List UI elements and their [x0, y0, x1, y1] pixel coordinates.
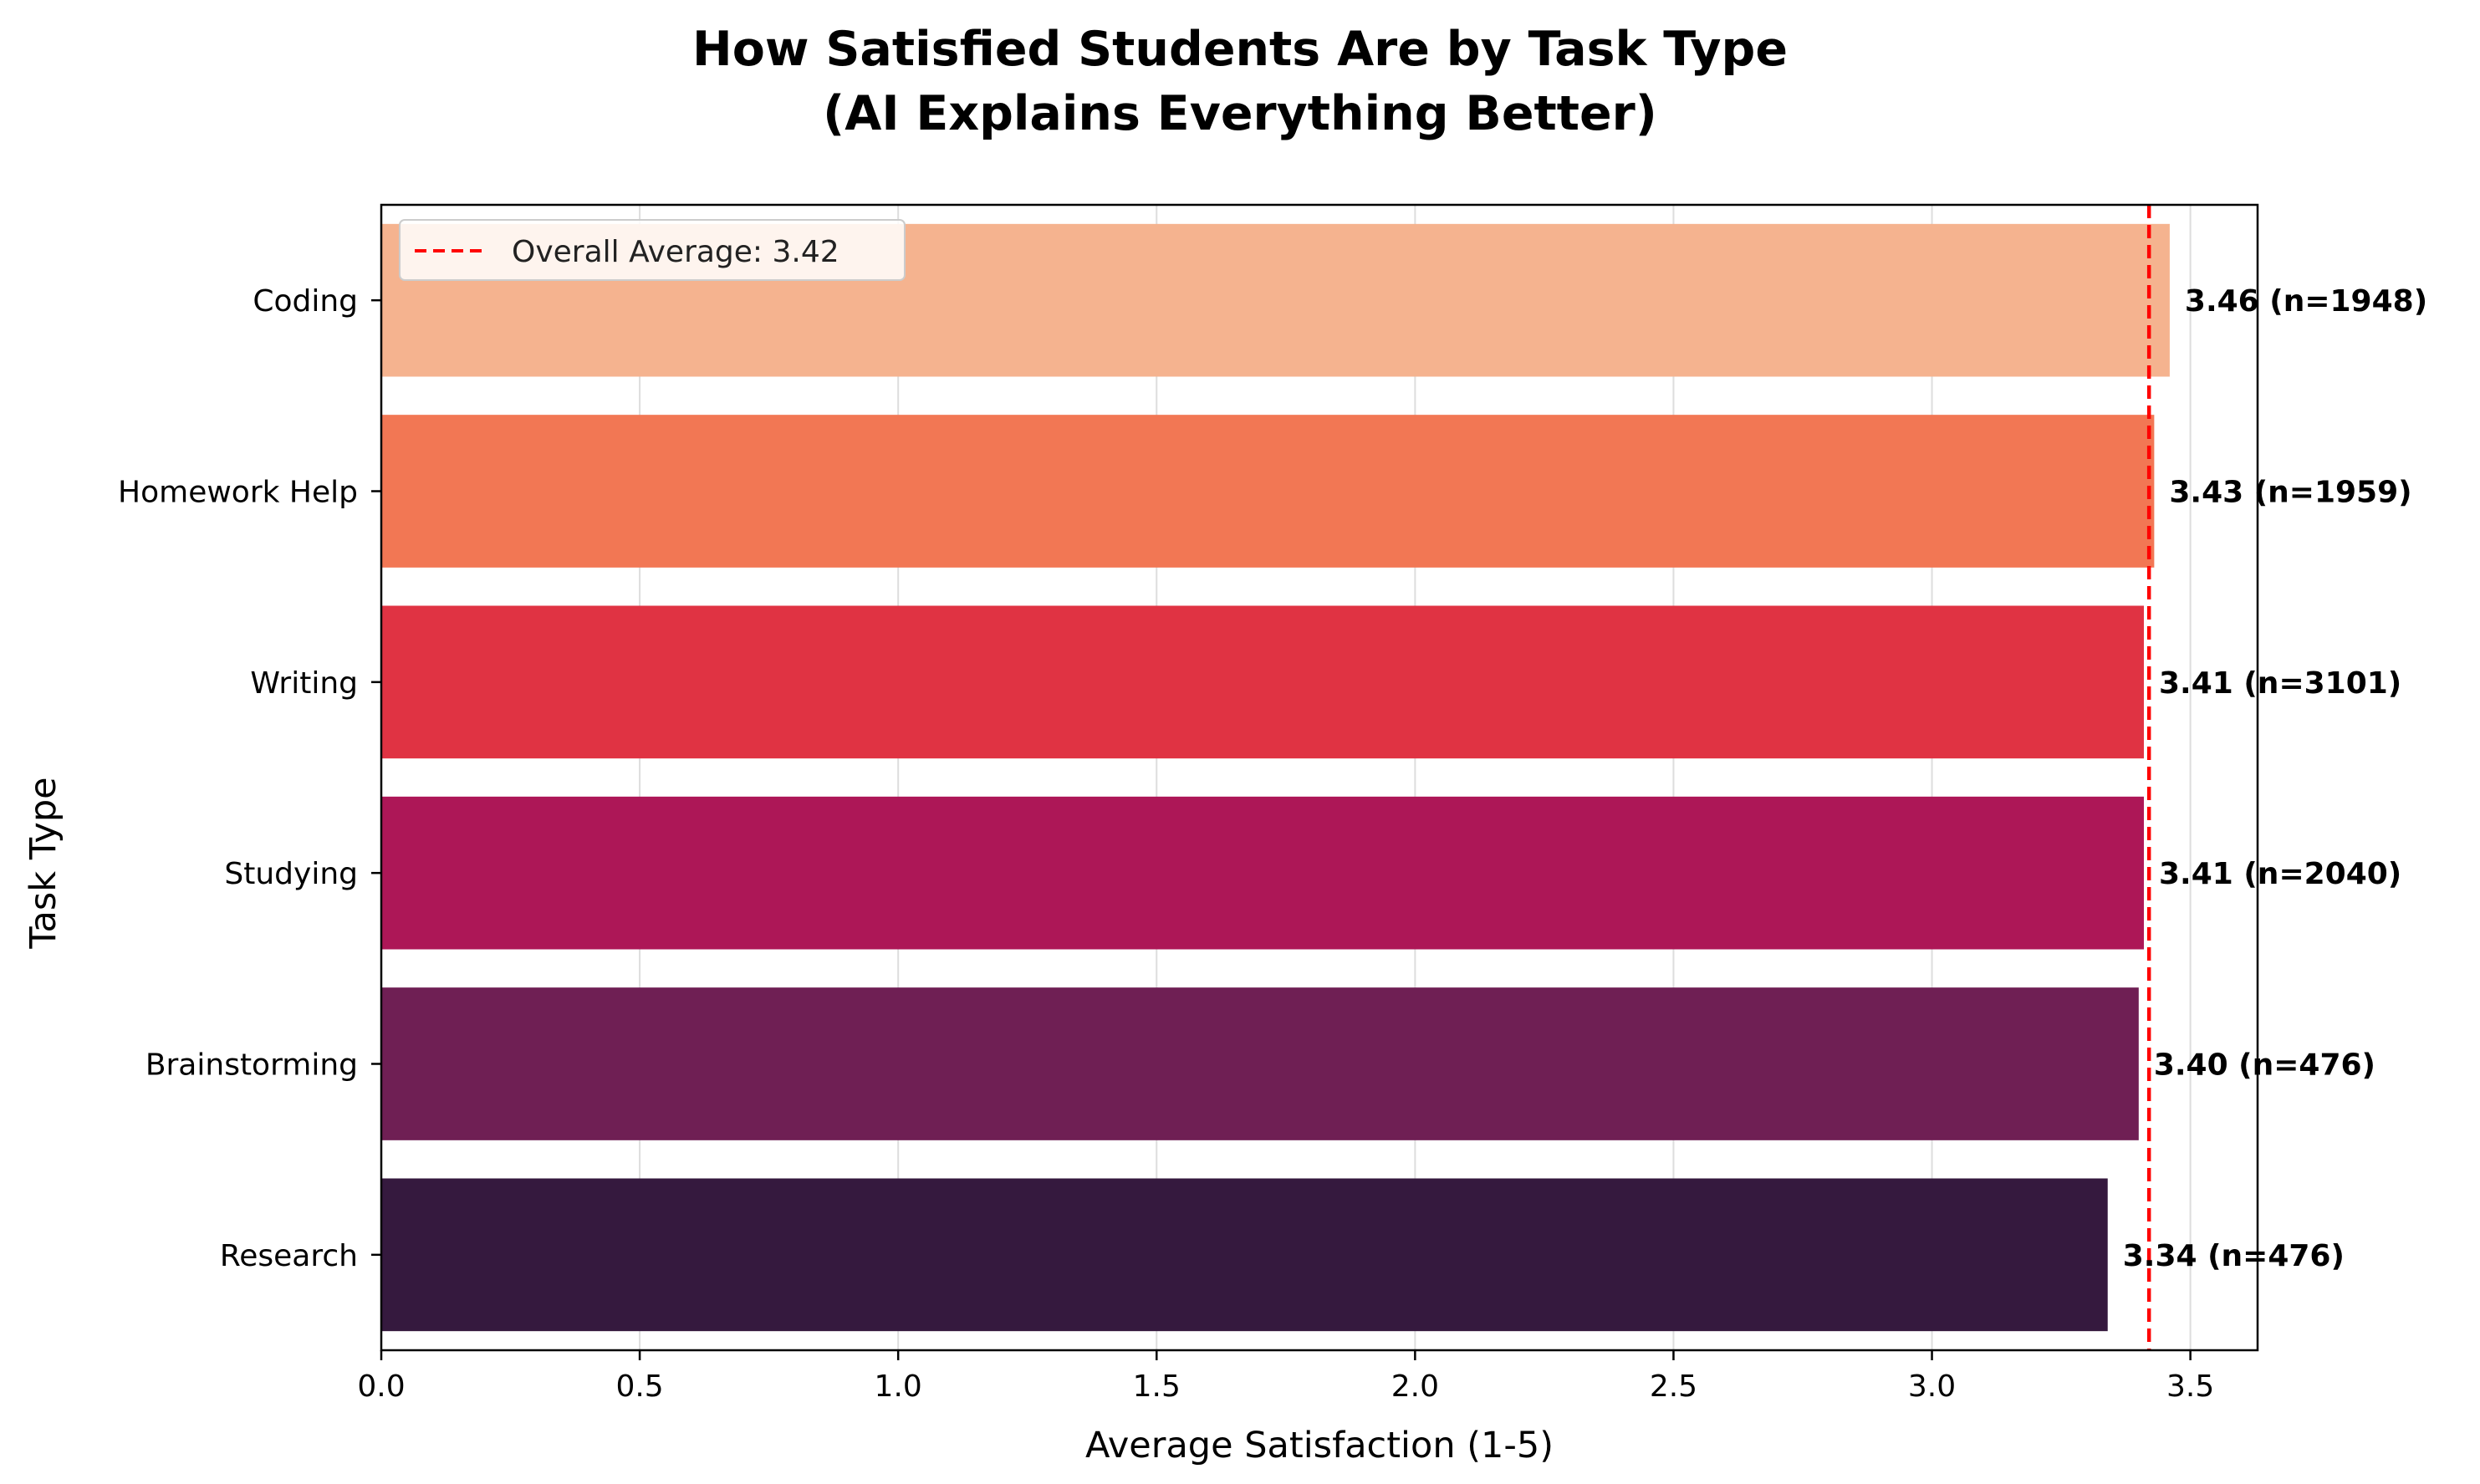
data-label: 3.34 (n=476): [2123, 1239, 2345, 1273]
data-labels: 3.46 (n=1948) 3.43 (n=1959) 3.41 (n=3101) 3…: [2123, 284, 2427, 1273]
y-tick-label: Homework Help: [118, 476, 358, 510]
data-label: 3.43 (n=1959): [2169, 476, 2411, 510]
data-label: 3.41 (n=3101): [2159, 666, 2401, 701]
y-tick-label: Writing: [250, 666, 358, 701]
bar: [381, 415, 2155, 568]
chart-title-line-2: (AI Explains Everything Better): [823, 86, 1657, 141]
y-tick-label: Brainstorming: [145, 1048, 358, 1083]
x-axis-ticks: 0.0 0.5 1.0 1.5 2.0 2.5 3.0 3.5: [357, 1350, 2214, 1404]
data-label: 3.41 (n=2040): [2159, 857, 2401, 891]
bar: [381, 796, 2144, 950]
x-tick-label: 2.5: [1650, 1369, 1697, 1404]
y-tick-label: Research: [220, 1239, 358, 1273]
y-axis-label: Task Type: [23, 777, 64, 949]
y-axis-ticks: Coding Homework Help Writing Studying Brains…: [118, 284, 381, 1273]
y-tick-label: Studying: [224, 857, 358, 891]
legend-entry-label: Overall Average: 3.42: [512, 235, 839, 269]
x-tick-label: 3.5: [2166, 1369, 2214, 1404]
data-label: 3.40 (n=476): [2154, 1048, 2375, 1083]
x-tick-label: 2.0: [1391, 1369, 1439, 1404]
bar: [381, 1178, 2108, 1332]
legend-box: [399, 219, 906, 281]
data-label: 3.46 (n=1948): [2185, 284, 2427, 319]
x-tick-label: 0.5: [615, 1369, 663, 1404]
x-tick-label: 1.5: [1133, 1369, 1181, 1404]
bar: [381, 987, 2139, 1140]
bar: [381, 605, 2144, 759]
y-tick-label: Coding: [253, 284, 358, 319]
x-tick-label: 1.0: [875, 1369, 922, 1404]
plot-frame: [380, 203, 2259, 1352]
legend: Overall Average: 3.42: [399, 219, 906, 281]
chart-title-line-1: How Satisfied Students Are by Task Type: [692, 22, 1788, 77]
x-tick-label: 3.0: [1908, 1369, 1956, 1404]
x-tick-label: 0.0: [357, 1369, 405, 1404]
x-axis-label: Average Satisfaction (1-5): [1085, 1425, 1554, 1466]
